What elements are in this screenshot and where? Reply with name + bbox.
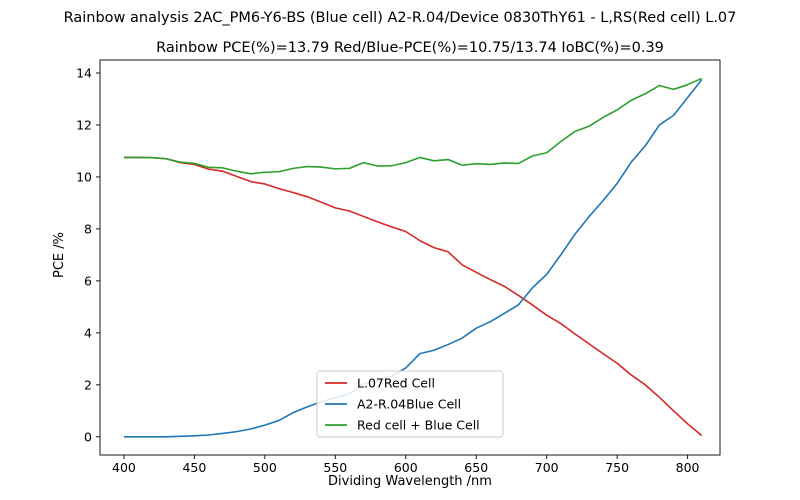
x-tick-label: 450 <box>182 460 206 475</box>
y-tick-label: 4 <box>84 325 92 340</box>
y-tick-label: 8 <box>84 221 92 236</box>
series-line-1 <box>123 79 703 438</box>
chart-title: Rainbow analysis 2AC_PM6-Y6-BS (Blue cel… <box>64 10 737 26</box>
x-tick-label: 500 <box>253 460 277 475</box>
y-axis-label: PCE /% <box>52 232 67 278</box>
legend-label-2: Red cell + Blue Cell <box>357 418 480 433</box>
x-tick-label: 800 <box>676 460 700 475</box>
x-tick-label: 550 <box>323 460 347 475</box>
x-axis-label: Dividing Wavelength /nm <box>328 474 492 489</box>
legend-box <box>316 370 504 438</box>
y-tick-label: 12 <box>76 117 92 132</box>
y-tick-label: 10 <box>76 169 92 184</box>
x-tick-label: 650 <box>464 460 488 475</box>
legend-label-1: A2-R.04Blue Cell <box>357 397 461 412</box>
x-tick-label: 700 <box>535 460 559 475</box>
x-tick-label: 750 <box>605 460 629 475</box>
axes-frame <box>99 59 721 456</box>
legend: L.07Red Cell A2-R.04Blue Cell Red cell + B… <box>316 370 504 438</box>
plot-area: 400 450 500 550 600 650 700 750 800 0 2 4 6 8 10 12 14 <box>76 59 721 475</box>
y-tick-label: 0 <box>84 429 92 444</box>
x-tick-label: 400 <box>112 460 136 475</box>
series-line-0 <box>123 156 703 437</box>
legend-label-0: L.07Red Cell <box>357 376 435 391</box>
y-tick-label: 2 <box>84 377 92 392</box>
y-tick-label: 14 <box>76 65 92 80</box>
y-tick-label: 6 <box>84 273 92 288</box>
x-tick-label: 600 <box>394 460 418 475</box>
series-line-2 <box>123 77 703 175</box>
chart-subtitle: Rainbow PCE(%)=13.79 Red/Blue-PCE(%)=10.… <box>156 40 664 56</box>
